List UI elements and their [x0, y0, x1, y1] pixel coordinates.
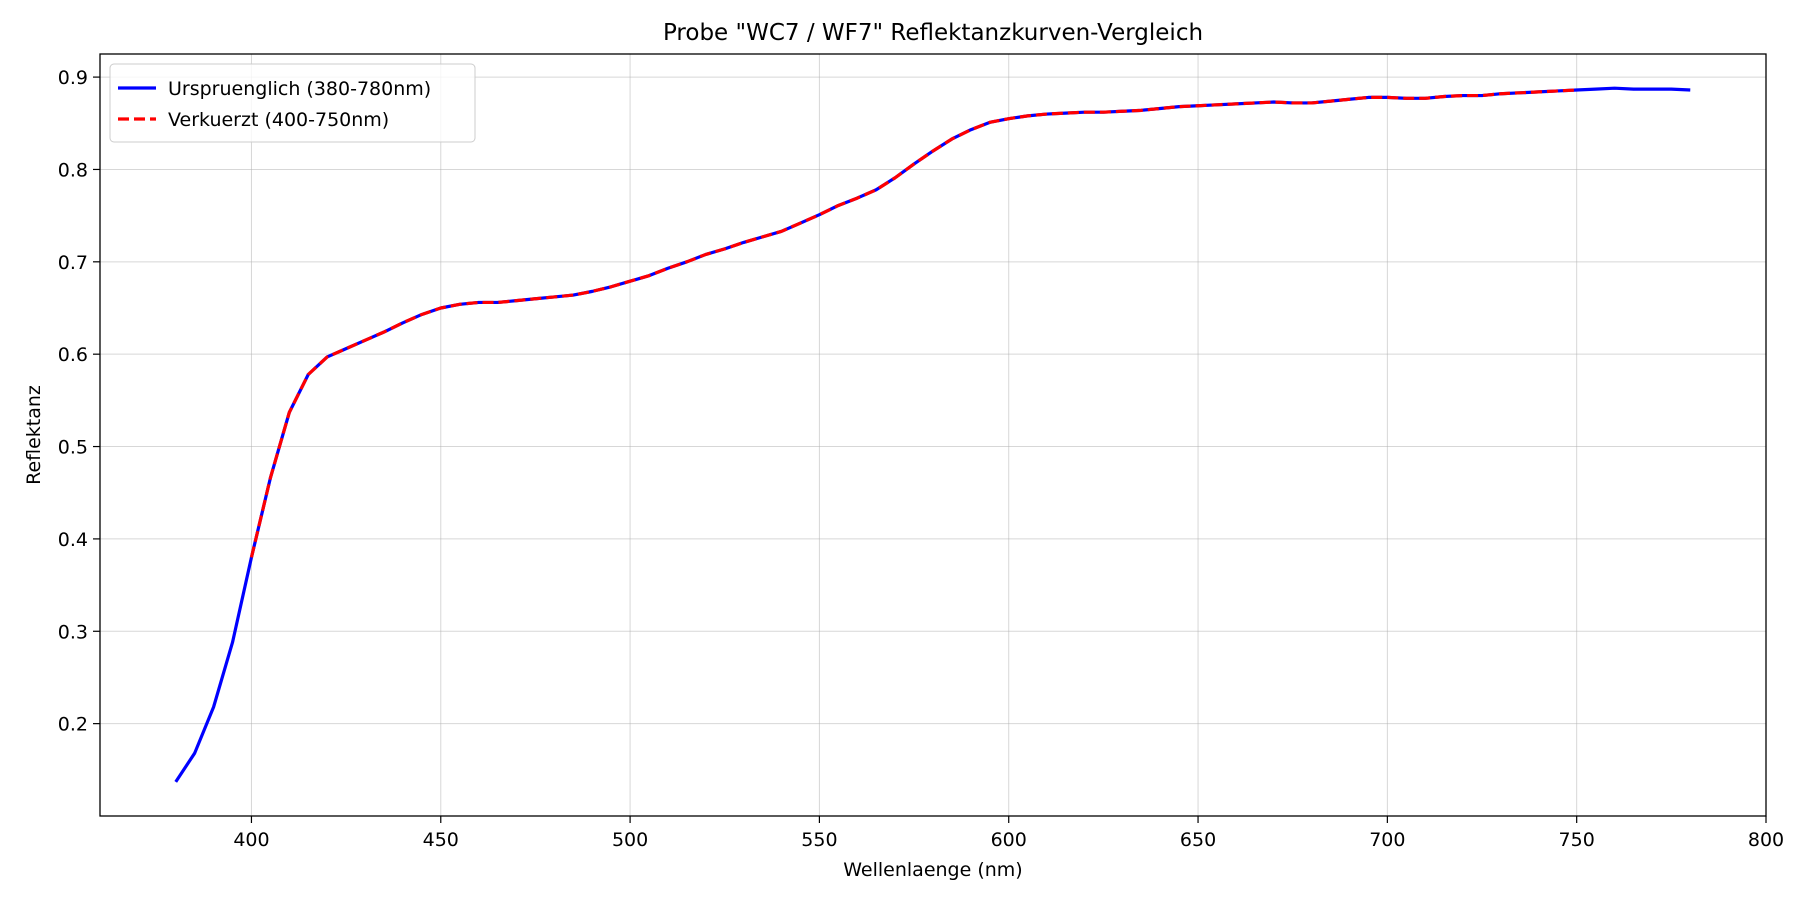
x-axis-title: Wellenlaenge (nm): [843, 859, 1022, 881]
x-tick-label: 450: [423, 829, 459, 851]
x-tick-label: 700: [1369, 829, 1405, 851]
chart-title: Probe "WC7 / WF7" Reflektanzkurven-Vergl…: [663, 20, 1203, 46]
x-tick-label: 750: [1559, 829, 1595, 851]
y-tick-label: 0.3: [58, 621, 88, 643]
plot-frame: [99, 53, 1767, 817]
axis-ticks: 400 450 500 550 600 650 700 750 800 0.2 0.3 0.4 0.5 0…: [58, 67, 1784, 851]
x-tick-label: 400: [233, 829, 269, 851]
series-lines: [174, 86, 1691, 783]
y-tick-label: 0.9: [58, 67, 88, 89]
y-tick-label: 0.4: [58, 529, 88, 551]
legend-box: [109, 63, 476, 143]
x-tick-label: 650: [1180, 829, 1216, 851]
x-tick-label: 800: [1748, 829, 1784, 851]
legend-label-1: Urspruenglich (380-780nm): [168, 78, 431, 100]
y-tick-label: 0.5: [58, 437, 88, 459]
x-tick-label: 500: [612, 829, 648, 851]
legend-label-2: Verkuerzt (400-750nm): [168, 109, 389, 131]
y-tick-label: 0.7: [58, 252, 88, 274]
series-line-2: [249, 88, 1577, 558]
legend: Urspruenglich (380-780nm) Verkuerzt (400-…: [109, 63, 476, 143]
y-tick-label: 0.6: [58, 344, 88, 366]
x-tick-label: 600: [991, 829, 1027, 851]
y-tick-label: 0.8: [58, 159, 88, 181]
x-tick-label: 550: [801, 829, 837, 851]
y-axis-title: Reflektanz: [23, 385, 45, 485]
y-tick-label: 0.2: [58, 714, 88, 736]
